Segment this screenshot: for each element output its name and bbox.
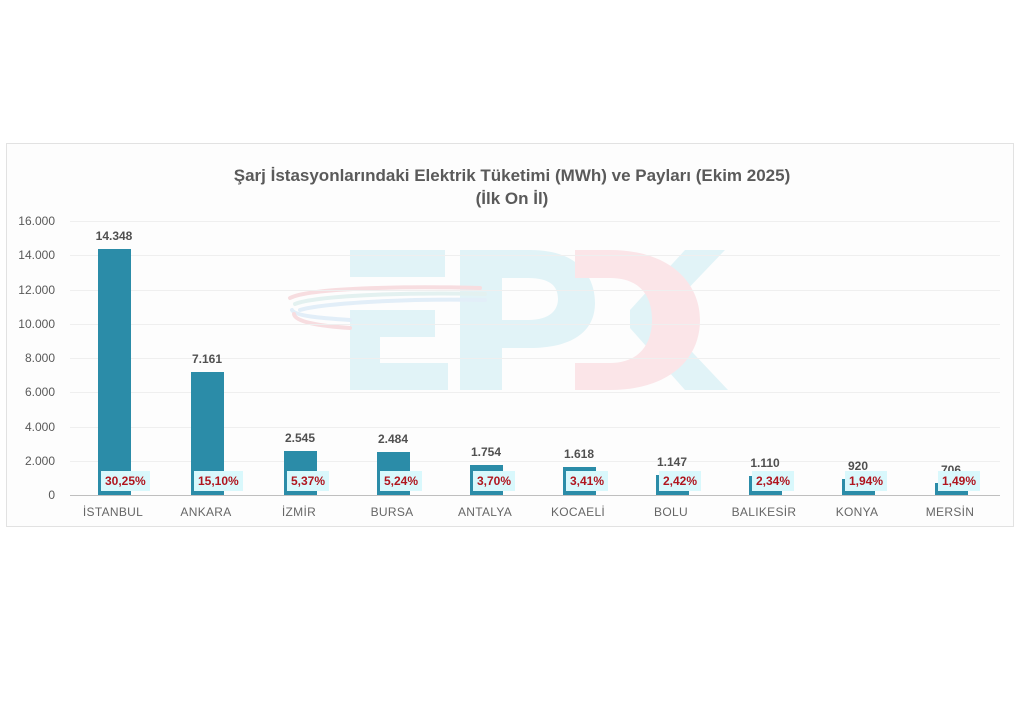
y-tick-label: 12.000	[18, 282, 55, 297]
x-category-label: KONYA	[835, 505, 879, 519]
gridline	[70, 255, 1000, 257]
share-label: 3,41%	[566, 471, 609, 491]
share-label: 2,42%	[659, 471, 702, 491]
gridline	[70, 392, 1000, 394]
share-label: 2,34%	[752, 471, 795, 491]
share-label: 1,94%	[845, 471, 888, 491]
value-label: 920	[847, 459, 869, 474]
gridline	[70, 221, 1000, 222]
value-label: 1.110	[750, 455, 780, 470]
x-category-label: İZMİR	[281, 505, 317, 519]
gridline	[70, 358, 1000, 359]
x-axis-line	[70, 495, 1000, 496]
y-tick-label: 4.000	[24, 419, 55, 434]
chart-title: Şarj İstasyonlarındaki Elektrik Tüketimi…	[233, 166, 791, 185]
share-label: 15,10%	[194, 471, 243, 491]
x-category-label: BURSA	[370, 505, 414, 519]
value-label: 1.618	[563, 447, 595, 462]
y-tick-label: 10.000	[18, 316, 55, 331]
bar	[98, 249, 131, 495]
value-label: 2.545	[284, 431, 316, 446]
x-category-label: KOCAELİ	[550, 505, 606, 519]
x-category-label: MERSİN	[925, 505, 975, 519]
y-tick-label: 0	[48, 488, 55, 502]
share-label: 30,25%	[101, 471, 150, 491]
chart-subtitle: (İlk On İl)	[475, 189, 549, 208]
x-category-label: BALIKESİR	[731, 505, 797, 519]
x-category-label: ANKARA	[180, 505, 232, 519]
share-label: 1,49%	[938, 471, 981, 491]
value-label: 7.161	[191, 352, 223, 367]
share-label: 5,24%	[380, 471, 423, 491]
value-label: 2.484	[377, 432, 409, 447]
share-label: 3,70%	[473, 471, 516, 491]
y-tick-label: 2.000	[24, 453, 55, 468]
x-category-label: ANTALYA	[457, 505, 513, 519]
value-label: 1.754	[470, 444, 502, 459]
y-tick-label: 6.000	[24, 385, 55, 400]
gridline	[70, 323, 1000, 325]
y-tick-label: 8.000	[24, 351, 55, 365]
gridline	[70, 426, 1000, 428]
share-label: 5,37%	[287, 471, 330, 491]
gridline	[70, 289, 1000, 291]
y-tick-label: 14.000	[18, 248, 55, 263]
gridline	[70, 460, 1000, 462]
y-tick-label: 16.000	[18, 214, 55, 228]
x-category-label: BOLU	[654, 505, 688, 519]
value-label: 14.348	[95, 229, 133, 244]
epdk-logo-watermark	[288, 250, 728, 390]
value-label: 1.147	[656, 455, 688, 470]
x-category-label: İSTANBUL	[82, 505, 144, 519]
